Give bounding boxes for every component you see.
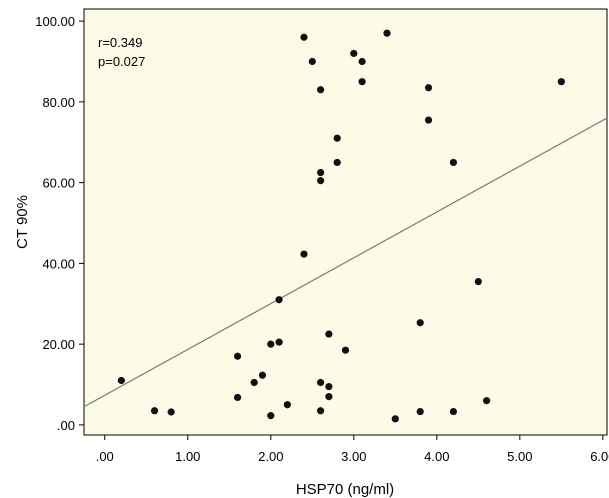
- y-tick-label: 40.00: [42, 256, 75, 271]
- data-point: [557, 78, 565, 86]
- data-point: [350, 49, 358, 58]
- y-tick-label: 60.00: [42, 176, 75, 191]
- y-tick-label: 80.00: [42, 95, 75, 110]
- data-point: [316, 407, 325, 415]
- plot-area: [83, 8, 608, 436]
- data-point: [117, 376, 125, 385]
- data-point: [416, 319, 424, 327]
- data-point: [150, 407, 159, 415]
- data-point: [250, 378, 258, 387]
- data-point: [449, 407, 458, 416]
- regression-line: [83, 117, 608, 408]
- data-point: [316, 378, 325, 387]
- annotation-p: p=0.027: [98, 54, 145, 69]
- data-point: [275, 296, 283, 304]
- x-axis-title: HSP70 (ng/ml): [296, 481, 394, 498]
- x-tick-label: 1.00: [175, 449, 200, 464]
- x-axis: .00 1.00 2.00 3.00 4.00 5.00 6.00: [96, 435, 609, 464]
- data-point: [316, 86, 325, 94]
- data-point: [167, 408, 175, 416]
- data-point: [424, 84, 433, 92]
- data-point: [233, 352, 242, 360]
- annotation-r: r=0.349: [98, 35, 142, 50]
- data-point: [258, 371, 267, 379]
- x-tick-label: .00: [96, 449, 114, 464]
- data-point: [474, 277, 482, 286]
- data-point: [333, 134, 341, 142]
- x-tick-label: 2.00: [258, 449, 283, 464]
- data-point: [325, 393, 333, 401]
- regression-line-group: [83, 117, 608, 408]
- y-tick-label: .00: [57, 418, 75, 433]
- data-point: [333, 158, 341, 167]
- data-point: [316, 168, 325, 177]
- x-tick-label: 4.00: [424, 449, 449, 464]
- data-points: [117, 29, 565, 423]
- data-point: [308, 57, 316, 66]
- y-axis: .00 20.00 40.00 60.00 80.00 100.00: [35, 14, 84, 433]
- data-point: [275, 338, 283, 346]
- data-point: [391, 415, 399, 423]
- data-point: [424, 116, 433, 124]
- data-point: [341, 346, 350, 354]
- y-axis-title: CT 90%: [14, 195, 31, 249]
- data-point: [483, 397, 491, 405]
- data-point: [383, 29, 391, 37]
- data-point: [283, 401, 291, 409]
- data-point: [267, 340, 275, 348]
- data-point: [449, 158, 458, 167]
- data-point: [325, 382, 333, 391]
- data-point: [300, 33, 308, 41]
- data-point: [358, 57, 366, 66]
- x-tick-label: 5.00: [507, 449, 532, 464]
- data-point: [325, 330, 333, 338]
- data-point: [358, 78, 366, 86]
- data-point: [316, 177, 325, 185]
- x-tick-label: 3.00: [341, 449, 366, 464]
- data-point: [300, 250, 308, 258]
- x-tick-label: 6.00: [590, 449, 609, 464]
- data-point: [416, 407, 424, 416]
- y-tick-label: 100.00: [35, 14, 75, 29]
- data-point: [233, 393, 242, 402]
- y-tick-label: 20.00: [42, 337, 75, 352]
- data-point: [267, 412, 275, 420]
